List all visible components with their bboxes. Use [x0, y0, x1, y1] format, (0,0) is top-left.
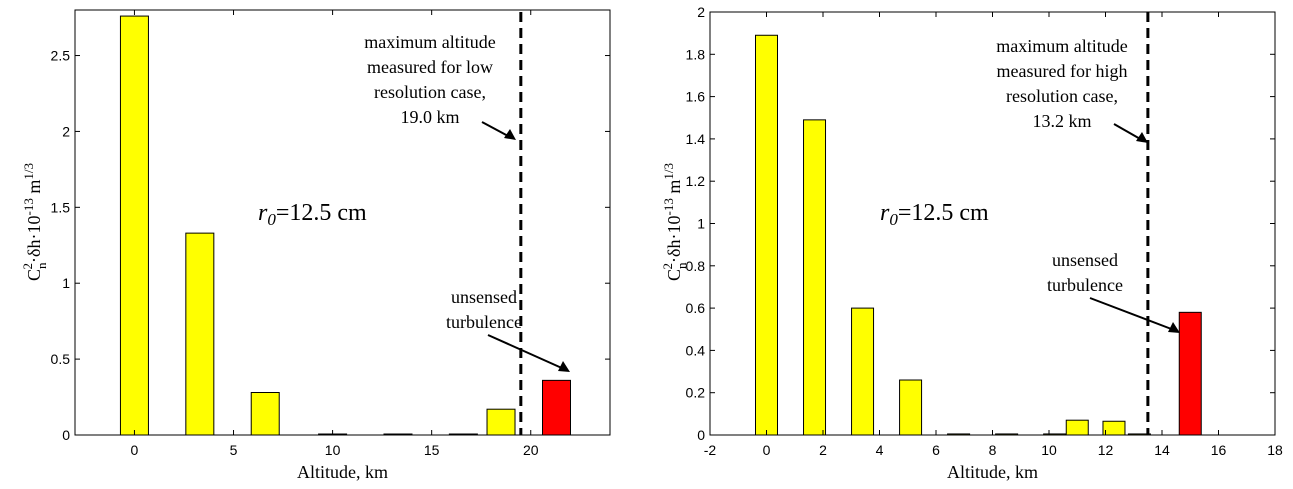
- y-axis-label: Cn2·δh·10-13 m1/3: [660, 163, 689, 281]
- arrowhead: [1136, 132, 1148, 143]
- bar: [1127, 433, 1151, 436]
- max-altitude-annotation: measured for low: [367, 57, 493, 77]
- annotation-arrow: [1113, 123, 1143, 141]
- unsensed-annotation: unsensed: [451, 287, 517, 307]
- bar: [185, 232, 215, 436]
- bar: [1043, 433, 1067, 436]
- unsensed-annotation: turbulence: [1047, 275, 1123, 295]
- unsensed-annotation: unsensed: [1052, 250, 1118, 270]
- bar: [947, 433, 971, 436]
- x-tick-label: 5: [230, 442, 238, 458]
- x-tick-label: 10: [1041, 442, 1057, 458]
- max-altitude-annotation: maximum altitude: [996, 36, 1127, 56]
- bar: [1065, 419, 1089, 436]
- bar: [899, 379, 923, 436]
- y-tick-label: 0.5: [51, 351, 71, 367]
- r0-annotation: r0=12.5 cm: [258, 200, 367, 229]
- y-tick-label: 2.5: [51, 48, 71, 64]
- x-tick-label: 12: [1098, 442, 1114, 458]
- max-altitude-annotation: 13.2 km: [1032, 111, 1091, 131]
- x-tick-label: 4: [876, 442, 884, 458]
- y-tick-label: 0.4: [686, 342, 706, 358]
- y-tick-label: 0.6: [686, 300, 706, 316]
- r0-symbol: r: [880, 200, 890, 226]
- y-tick-label: 2: [62, 123, 70, 139]
- y-tick-label: 1.5: [51, 199, 71, 215]
- max-altitude-annotation: 19.0 km: [400, 107, 459, 127]
- y-tick-label: 0.2: [686, 385, 706, 401]
- unsensed-annotation: turbulence: [446, 312, 522, 332]
- bar: [851, 307, 875, 436]
- x-tick-label: 20: [523, 442, 539, 458]
- y-tick-label: 1.2: [686, 173, 706, 189]
- y-tick-label: 0.8: [686, 258, 706, 274]
- y-axis-label-part: 1/3: [661, 163, 676, 180]
- y-tick-label: 1: [62, 275, 70, 291]
- y-axis-label-part: n: [34, 262, 49, 269]
- x-axis-label: Altitude, km: [297, 462, 388, 482]
- bar: [803, 119, 827, 436]
- max-altitude-annotation: resolution case,: [374, 82, 486, 102]
- y-tick-label: 2: [697, 4, 705, 20]
- x-axis-label: Altitude, km: [947, 462, 1038, 482]
- x-tick-label: 0: [131, 442, 139, 458]
- y-axis-label-part: C: [664, 269, 684, 281]
- y-tick-label: 0: [62, 427, 70, 443]
- y-tick-label: 1.8: [686, 46, 706, 62]
- max-altitude-annotation: maximum altitude: [364, 32, 495, 52]
- r0-subscript: 0: [889, 210, 898, 229]
- highlighted-bar: [542, 379, 571, 436]
- unsensed-arrow: [487, 334, 565, 370]
- bar: [755, 34, 778, 436]
- y-tick-label: 0: [697, 427, 705, 443]
- arrowhead: [504, 129, 516, 140]
- bar: [448, 433, 478, 436]
- y-axis-label-part: m: [664, 180, 684, 199]
- y-axis-label-part: n: [674, 262, 689, 269]
- x-tick-label: 18: [1267, 442, 1283, 458]
- y-tick-label: 1: [697, 216, 705, 232]
- max-altitude-annotation: measured for high: [997, 61, 1128, 81]
- y-axis-label-part: 1/3: [21, 163, 36, 180]
- x-tick-label: 10: [325, 442, 341, 458]
- annotation-arrow: [481, 121, 511, 138]
- bar: [486, 408, 516, 436]
- unsensed-arrow: [1089, 297, 1175, 331]
- y-axis-label-part: -13: [21, 198, 36, 215]
- arrowhead: [558, 361, 570, 372]
- max-altitude-annotation: resolution case,: [1006, 86, 1118, 106]
- r0-value: =12.5 cm: [898, 200, 989, 226]
- arrowhead: [1168, 322, 1180, 333]
- y-axis-label-part: ·δh·10: [24, 215, 44, 262]
- y-axis-label-part: -13: [661, 198, 676, 215]
- x-tick-label: 2: [819, 442, 827, 458]
- y-axis-label-part: 2: [20, 263, 35, 270]
- r0-value: =12.5 cm: [276, 200, 367, 226]
- y-axis-label-part: 2: [660, 263, 675, 270]
- r0-subscript: 0: [267, 210, 276, 229]
- r0-symbol: r: [258, 200, 268, 226]
- r0-annotation: r0=12.5 cm: [880, 200, 989, 229]
- y-axis-label-part: ·δh·10: [664, 215, 684, 262]
- y-axis-label: Cn2·δh·10-13 m1/3: [20, 163, 49, 281]
- y-tick-label: 1.4: [686, 131, 706, 147]
- highlighted-bar: [1178, 311, 1202, 436]
- x-tick-label: 0: [763, 442, 771, 458]
- x-tick-label: 8: [989, 442, 997, 458]
- right-chart: -2 0 2 4 6 8 10 12 14 16 1800.20.40.60.811.21.41.6…: [660, 4, 1283, 482]
- bar: [995, 433, 1019, 436]
- y-axis-label-part: m: [24, 180, 44, 199]
- bar: [119, 15, 149, 436]
- x-tick-label: -2: [704, 442, 717, 458]
- x-tick-label: 15: [424, 442, 440, 458]
- x-tick-label: 6: [932, 442, 940, 458]
- y-axis-label-part: C: [24, 269, 44, 281]
- bar: [383, 433, 413, 436]
- bar: [1102, 420, 1126, 436]
- bar: [250, 392, 280, 436]
- y-tick-label: 1.6: [686, 89, 706, 105]
- x-tick-label: 14: [1154, 442, 1170, 458]
- x-tick-label: 16: [1211, 442, 1227, 458]
